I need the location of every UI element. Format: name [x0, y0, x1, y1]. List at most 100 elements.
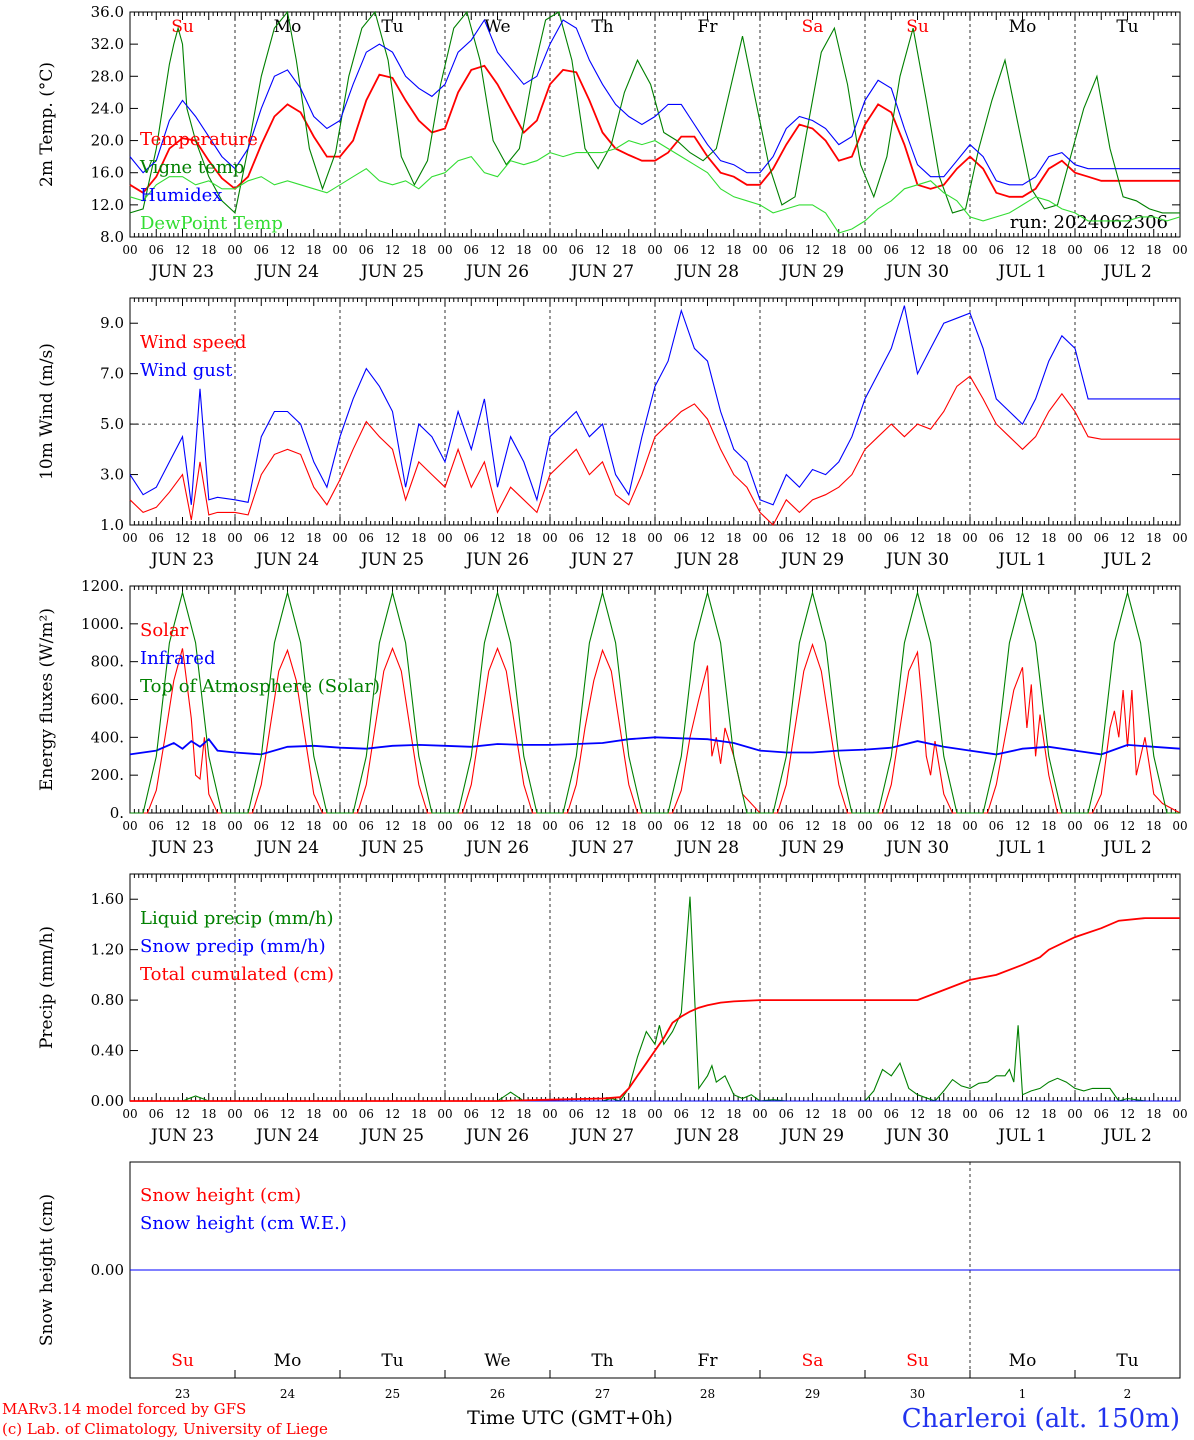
footer-lab: (c) Lab. of Climatology, University of L… — [2, 1420, 328, 1438]
x-hour-label: 18 — [306, 819, 321, 833]
x-hour-label: 12 — [280, 243, 295, 257]
y-axis-label: Snow height (cm) — [37, 1194, 57, 1346]
y-axis-label: 2m Temp. (°C) — [37, 62, 57, 187]
x-hour-label: 12 — [700, 819, 715, 833]
x-hour-label: 18 — [201, 531, 216, 545]
x-date-label: JUN 26 — [464, 550, 529, 570]
day-of-week-label: We — [484, 17, 510, 37]
x-hour-label: 12 — [595, 1107, 610, 1121]
panels: 8.0 12.0 16.0 20.0 24.0 28.0 32.0 36.0 2m Temp. … — [37, 3, 1188, 1401]
x-hour-label: 12 — [700, 243, 715, 257]
x-day-number: 28 — [700, 1387, 715, 1401]
x-hour-label: 06 — [149, 243, 164, 257]
x-hour-label: 00 — [857, 1107, 872, 1121]
x-date-label: JUN 24 — [254, 1126, 319, 1146]
x-hour-label: 18 — [831, 243, 846, 257]
x-hour-label: 00 — [752, 243, 767, 257]
legend-entry: Temperature — [140, 129, 258, 150]
x-day-number: 30 — [910, 1387, 925, 1401]
x-hour-label: 00 — [962, 819, 977, 833]
x-hour-label: 12 — [280, 819, 295, 833]
x-date-label: JUN 24 — [254, 262, 319, 282]
x-hour-label: 00 — [1067, 243, 1082, 257]
x-hour-label: 06 — [149, 531, 164, 545]
y-tick-label: 28.0 — [91, 67, 124, 85]
x-date-label: JUN 28 — [674, 262, 739, 282]
x-hour-label: 06 — [569, 531, 584, 545]
y-tick-label: 3.0 — [100, 466, 124, 484]
y-tick-label: 8.0 — [100, 228, 124, 246]
x-hour-label: 12 — [805, 243, 820, 257]
x-hour-label: 00 — [1067, 819, 1082, 833]
x-hour-label: 06 — [884, 243, 899, 257]
x-hour-label: 06 — [779, 819, 794, 833]
day-of-week-label: Su — [906, 1351, 929, 1371]
x-hour-label: 12 — [175, 819, 190, 833]
x-hour-label: 18 — [831, 531, 846, 545]
day-of-week-label: Su — [906, 17, 929, 37]
y-tick-label: 5.0 — [100, 415, 124, 433]
x-hour-label: 18 — [1041, 819, 1056, 833]
x-date-label: JUN 23 — [149, 550, 214, 570]
x-hour-label: 18 — [936, 1107, 951, 1121]
x-hour-label: 18 — [1146, 1107, 1161, 1121]
y-tick-label: 600. — [91, 691, 124, 709]
x-hour-label: 12 — [1015, 1107, 1030, 1121]
x-hour-label: 18 — [411, 243, 426, 257]
day-of-week-label: Tu — [381, 17, 403, 37]
x-date-label: JUN 29 — [779, 838, 844, 858]
x-hour-label: 00 — [1172, 819, 1187, 833]
x-day-number: 26 — [490, 1387, 505, 1401]
legend-entry: Wind gust — [140, 360, 233, 381]
x-hour-label: 00 — [332, 531, 347, 545]
x-hour-label: 12 — [280, 1107, 295, 1121]
x-hour-label: 00 — [962, 531, 977, 545]
x-hour-label: 18 — [201, 819, 216, 833]
x-hour-label: 12 — [1120, 531, 1135, 545]
panel-4: 0.00 0.40 0.80 1.20 1.60 Precip (mm/h) 00 06 12 1… — [37, 873, 1188, 1146]
x-hour-label: 00 — [1067, 531, 1082, 545]
x-hour-label: 06 — [569, 819, 584, 833]
x-hour-label: 00 — [542, 531, 557, 545]
x-hour-label: 06 — [464, 1107, 479, 1121]
y-tick-label: 9.0 — [100, 314, 124, 332]
x-hour-label: 06 — [884, 531, 899, 545]
series-line — [129, 375, 1180, 526]
x-hour-label: 00 — [437, 531, 452, 545]
x-hour-label: 12 — [385, 531, 400, 545]
x-hour-label: 12 — [490, 531, 505, 545]
day-of-week-label: Tu — [381, 1351, 403, 1371]
day-of-week-label: We — [484, 1351, 510, 1371]
panel-1: 8.0 12.0 16.0 20.0 24.0 28.0 32.0 36.0 2m Temp. … — [37, 3, 1188, 282]
y-tick-label: 1000. — [81, 615, 124, 633]
x-date-label: JUN 24 — [254, 838, 319, 858]
x-hour-label: 18 — [516, 819, 531, 833]
x-date-label: JUN 26 — [464, 838, 529, 858]
legend-entry: Vigne temp — [139, 157, 244, 178]
x-hour-label: 06 — [989, 819, 1004, 833]
x-hour-label: 18 — [1146, 819, 1161, 833]
day-of-week-label: Tu — [1116, 17, 1138, 37]
legend-entry: Snow height (cm) — [140, 1185, 301, 1206]
y-tick-label: 32.0 — [91, 35, 124, 53]
x-hour-label: 06 — [989, 1107, 1004, 1121]
x-date-label: JUN 26 — [464, 262, 529, 282]
x-date-label: JUL 1 — [996, 838, 1047, 858]
x-hour-label: 00 — [647, 1107, 662, 1121]
x-date-label: JUN 26 — [464, 1126, 529, 1146]
x-date-label: JUN 30 — [884, 550, 949, 570]
x-hour-label: 12 — [385, 819, 400, 833]
x-hour-label: 06 — [359, 1107, 374, 1121]
x-date-label: JUL 2 — [1101, 838, 1152, 858]
x-date-label: JUN 30 — [884, 838, 949, 858]
x-hour-label: 18 — [411, 531, 426, 545]
x-hour-label: 06 — [569, 243, 584, 257]
x-date-label: JUN 29 — [779, 262, 844, 282]
y-tick-label: 200. — [91, 766, 124, 784]
x-hour-label: 18 — [516, 1107, 531, 1121]
x-hour-label: 06 — [359, 243, 374, 257]
x-hour-label: 00 — [437, 243, 452, 257]
x-hour-label: 18 — [726, 531, 741, 545]
panel-5: 0.00 Snow height (cm) 23 24 25 26 27 28 29 30 1 2 Su… — [37, 1161, 1181, 1401]
